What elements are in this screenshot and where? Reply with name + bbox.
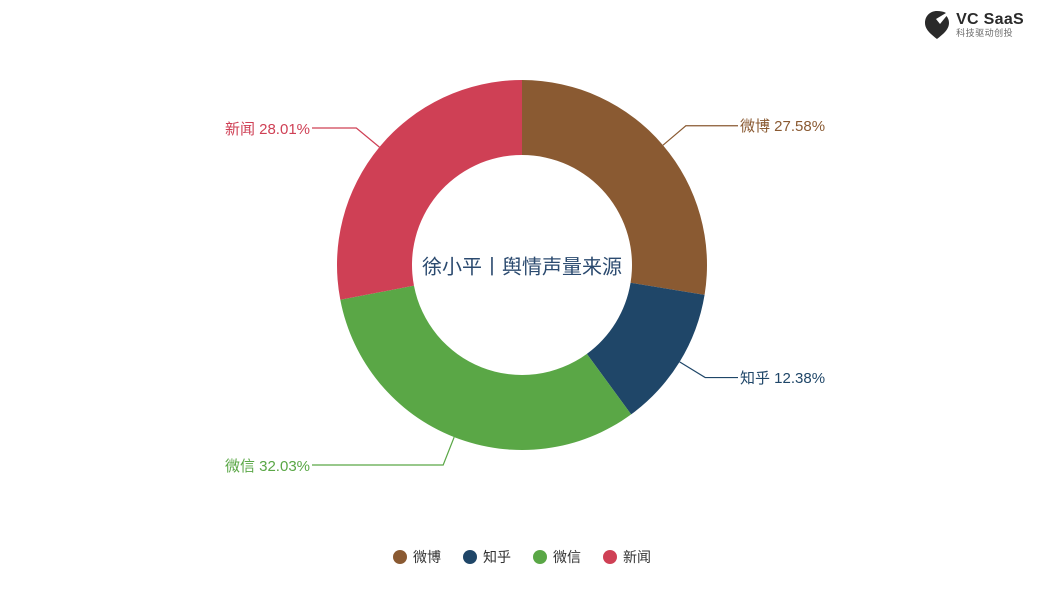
label-line-weibo: [663, 126, 738, 145]
slice-label-weibo: 微博 27.58%: [740, 115, 825, 136]
legend-item-wechat: 微信: [533, 547, 581, 567]
legend-swatch-weibo: [393, 550, 407, 564]
legend-swatch-wechat: [533, 550, 547, 564]
slice-label-wechat: 微信 32.03%: [225, 455, 310, 476]
legend-label-weibo: 微博: [413, 547, 441, 567]
legend-item-weibo: 微博: [393, 547, 441, 567]
donut-chart: 徐小平丨舆情声量来源 微博 27.58% 知乎 12.38% 微信 32.03% 新闻…: [0, 0, 1044, 585]
label-line-news: [312, 128, 379, 147]
legend-label-zhihu: 知乎: [483, 547, 511, 567]
legend-item-zhihu: 知乎: [463, 547, 511, 567]
legend-swatch-zhihu: [463, 550, 477, 564]
donut-svg: [0, 0, 1044, 585]
slice-wechat: [340, 286, 631, 450]
slice-label-news: 新闻 28.01%: [225, 118, 310, 139]
chart-center-title: 徐小平丨舆情声量来源: [422, 251, 622, 280]
legend-swatch-news: [603, 550, 617, 564]
label-line-wechat: [312, 437, 454, 465]
label-line-zhihu: [680, 362, 738, 378]
chart-legend: 微博 知乎 微信 新闻: [393, 547, 651, 567]
legend-label-wechat: 微信: [553, 547, 581, 567]
legend-item-news: 新闻: [603, 547, 651, 567]
slice-label-zhihu: 知乎 12.38%: [740, 367, 825, 388]
legend-label-news: 新闻: [623, 547, 651, 567]
